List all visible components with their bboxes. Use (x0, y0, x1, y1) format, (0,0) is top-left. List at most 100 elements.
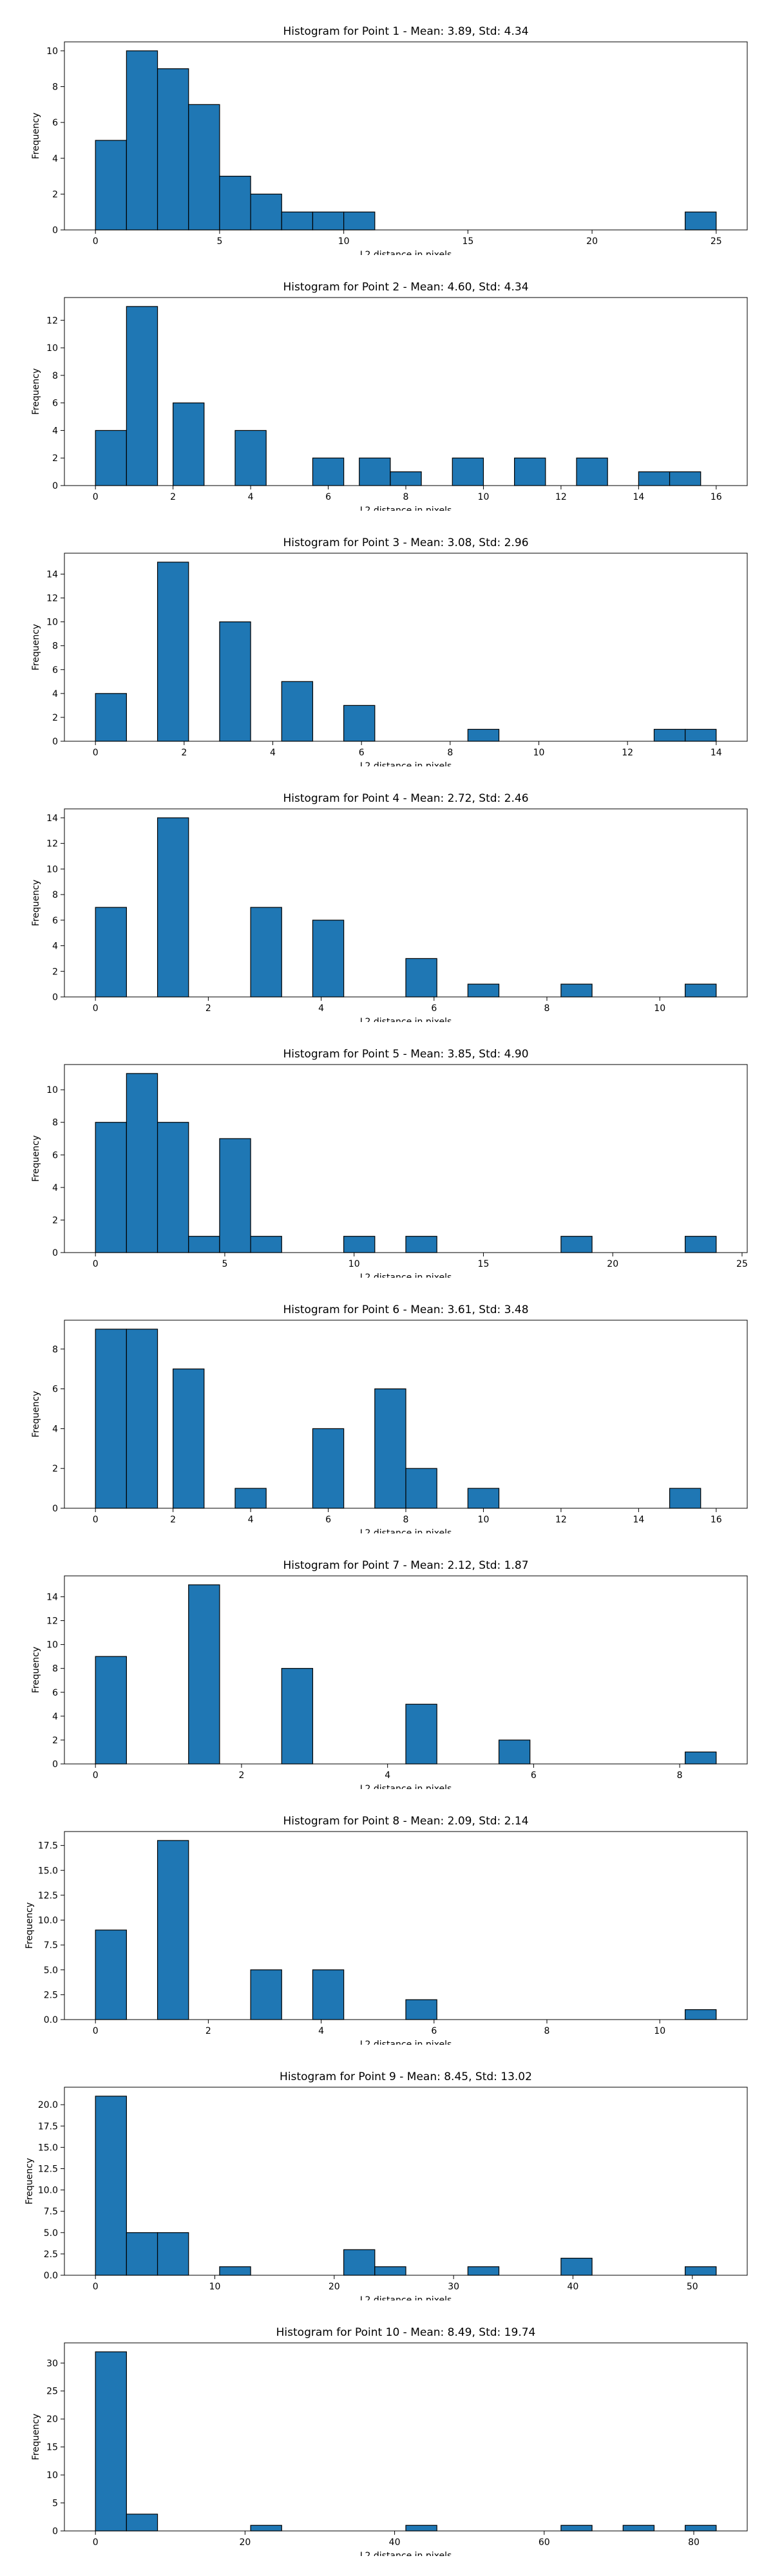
y-tick-label: 7.5 (44, 2207, 58, 2217)
y-tick-label: 8 (52, 82, 58, 93)
histogram-bar (343, 211, 376, 231)
y-axis-label: Frequency (24, 1902, 35, 1949)
x-tick-label: 15 (478, 1259, 490, 1269)
histogram-bar (281, 211, 314, 231)
histogram-bar (234, 430, 267, 486)
axes-frame (64, 2342, 748, 2532)
y-tick-label: 8 (52, 641, 58, 652)
x-axis-label: L2 distance in pixels (360, 2551, 452, 2556)
y-tick-label: 8 (52, 890, 58, 900)
histogram-bar (95, 2351, 127, 2532)
y-tick-label: 5.0 (44, 2228, 58, 2239)
y-axis-label: Frequency (31, 880, 41, 926)
chart-title: Histogram for Point 1 - Mean: 3.89, Std:… (283, 25, 528, 38)
x-tick-label: 10 (533, 748, 545, 758)
histogram-bar (157, 817, 189, 998)
x-tick-label: 2 (238, 1770, 244, 1781)
y-axis-label: Frequency (31, 2414, 41, 2460)
histogram-svg: Histogram for Point 5 - Mean: 3.85, Std:… (31, 1048, 748, 1278)
x-axis-label: L2 distance in pixels (360, 2040, 452, 2045)
histogram-svg: Histogram for Point 4 - Mean: 2.72, Std:… (31, 792, 748, 1022)
x-tick-label: 10 (209, 2282, 221, 2292)
y-tick-label: 0.0 (44, 2015, 58, 2025)
histogram-bar (638, 471, 671, 486)
histogram-bar (374, 2266, 406, 2276)
y-tick-label: 10 (46, 2470, 58, 2481)
x-tick-label: 0 (93, 748, 99, 758)
x-tick-label: 2 (170, 492, 176, 502)
x-axis-label: L2 distance in pixels (360, 1528, 452, 1533)
y-tick-label: 17.5 (38, 1841, 58, 1852)
histogram-bar (669, 1488, 701, 1509)
y-tick-label: 0 (52, 1248, 58, 1258)
x-tick-label: 0 (93, 1770, 99, 1781)
histogram-bar (405, 1703, 437, 1765)
histogram-bar (126, 2514, 158, 2532)
x-tick-label: 4 (385, 1770, 390, 1781)
y-tick-label: 10 (46, 864, 58, 875)
x-tick-label: 20 (329, 2282, 340, 2292)
histogram-bar (685, 2009, 717, 2020)
axes-frame (64, 2087, 748, 2276)
y-tick-label: 0 (52, 225, 58, 236)
y-tick-label: 2.5 (44, 2249, 58, 2260)
histogram-bar (126, 1329, 158, 1509)
histogram-svg: Histogram for Point 9 - Mean: 8.45, Std:… (24, 2070, 748, 2300)
histogram-chart: Histogram for Point 3 - Mean: 3.08, Std:… (0, 511, 773, 766)
histogram-bar (157, 1122, 189, 1253)
histogram-chart: Histogram for Point 7 - Mean: 2.12, Std:… (0, 1534, 773, 1789)
x-tick-label: 80 (688, 2537, 700, 2548)
x-tick-label: 15 (462, 236, 473, 247)
histogram-svg: Histogram for Point 7 - Mean: 2.12, Std:… (31, 1559, 748, 1789)
histogram-bar (157, 562, 189, 742)
y-tick-label: 10 (46, 46, 58, 57)
x-tick-label: 10 (654, 1003, 665, 1014)
axes-frame (64, 297, 748, 486)
x-axis-label: L2 distance in pixels (360, 506, 452, 511)
x-axis-label: L2 distance in pixels (360, 1784, 452, 1789)
y-tick-label: 10 (46, 1085, 58, 1095)
x-tick-label: 4 (248, 1515, 254, 1525)
histogram-bar (250, 907, 282, 998)
y-axis-label: Frequency (31, 1647, 41, 1693)
histogram-bar (622, 2524, 655, 2532)
y-tick-label: 6 (52, 118, 58, 128)
y-tick-label: 8 (52, 1345, 58, 1355)
y-axis-label: Frequency (31, 1391, 41, 1437)
histogram-bar (514, 457, 546, 486)
y-tick-label: 7.5 (44, 1940, 58, 1951)
histogram-bar (669, 471, 701, 486)
histogram-bar (405, 2524, 437, 2532)
chart-title: Histogram for Point 7 - Mean: 2.12, Std:… (283, 1559, 528, 1572)
histogram-bar (405, 1999, 437, 2020)
x-tick-label: 20 (607, 1259, 618, 1269)
x-tick-label: 0 (93, 2282, 99, 2292)
histogram-chart: Histogram for Point 5 - Mean: 3.85, Std:… (0, 1023, 773, 1278)
histogram-bar (685, 1236, 717, 1253)
y-tick-label: 2.5 (44, 1990, 58, 2000)
histogram-bar (173, 1368, 205, 1509)
y-tick-label: 12.5 (38, 2164, 58, 2174)
x-tick-label: 25 (711, 236, 722, 247)
histogram-bar (281, 1668, 314, 1765)
x-axis-label: L2 distance in pixels (360, 250, 452, 255)
y-tick-label: 8 (52, 1118, 58, 1128)
y-tick-label: 10 (46, 1640, 58, 1651)
x-tick-label: 4 (318, 1003, 324, 1014)
x-tick-label: 10 (338, 236, 350, 247)
histogram-chart: Histogram for Point 9 - Mean: 8.45, Std:… (0, 2045, 773, 2300)
y-tick-label: 8 (52, 371, 58, 381)
x-tick-label: 10 (478, 492, 490, 502)
histogram-bar (95, 1929, 127, 2020)
y-tick-label: 5.0 (44, 1965, 58, 1976)
y-tick-label: 12.5 (38, 1891, 58, 1901)
histogram-bar (188, 1236, 220, 1253)
y-tick-label: 0 (52, 992, 58, 1003)
x-axis-label: L2 distance in pixels (360, 2295, 452, 2300)
histogram-bar (219, 1138, 251, 1253)
histogram-bar (188, 104, 220, 231)
x-tick-label: 6 (431, 2026, 437, 2036)
axes-frame (64, 41, 748, 231)
y-tick-label: 10.0 (38, 1916, 58, 1926)
